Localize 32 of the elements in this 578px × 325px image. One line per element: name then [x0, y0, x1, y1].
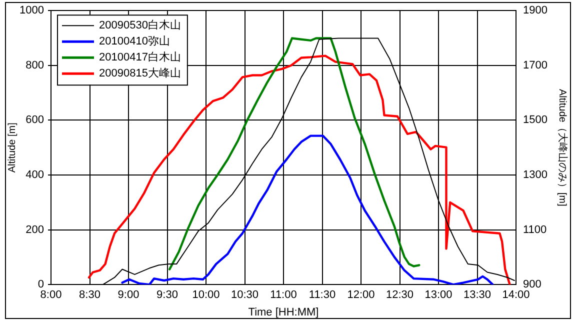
x-tick-label: 9:00	[118, 289, 140, 302]
x-axis-title: Time [HH:MM]	[248, 306, 319, 318]
legend-label: 20090530白木山	[99, 18, 181, 32]
y2-tick-label: 1900	[523, 4, 548, 17]
x-tick-label: 12:00	[347, 289, 375, 302]
x-tick-label: 10:00	[192, 289, 220, 302]
x-tick-label: 13:00	[424, 289, 452, 302]
y-tick-label: 600	[26, 114, 44, 126]
legend-label: 20100417白木山	[99, 50, 181, 64]
x-tick-label: 14:00	[502, 289, 530, 302]
y-tick-label: 0	[38, 278, 44, 291]
y2-tick-label: 1500	[523, 114, 548, 126]
x-tick-label: 8:00	[40, 289, 62, 302]
x-tick-label: 10:30	[230, 289, 259, 302]
y2-axis-title: Altitude（大峰山のみ）[m]	[556, 88, 568, 206]
x-tick-label: 13:30	[463, 289, 492, 302]
x-tick-label: 11:00	[270, 289, 297, 302]
y-axis-title: Altitude [m]	[6, 122, 18, 173]
y2-tick-label: 900	[523, 278, 542, 291]
y-tick-label: 200	[26, 224, 44, 236]
y-tick-label: 800	[26, 59, 44, 72]
legend-label: 20100410弥山	[99, 34, 170, 48]
y-tick-label: 400	[26, 169, 44, 182]
x-tick-label: 8:30	[79, 289, 100, 302]
x-tick-label: 12:30	[386, 289, 414, 302]
x-tick-label: 11:30	[308, 289, 336, 302]
y2-tick-label: 1700	[523, 59, 548, 72]
y2-tick-label: 1100	[523, 224, 547, 236]
y2-tick-label: 1300	[523, 169, 548, 182]
legend-label: 20090815大峰山	[99, 66, 181, 80]
x-tick-label: 9:30	[156, 289, 178, 302]
y-tick-label: 1000	[20, 4, 44, 17]
